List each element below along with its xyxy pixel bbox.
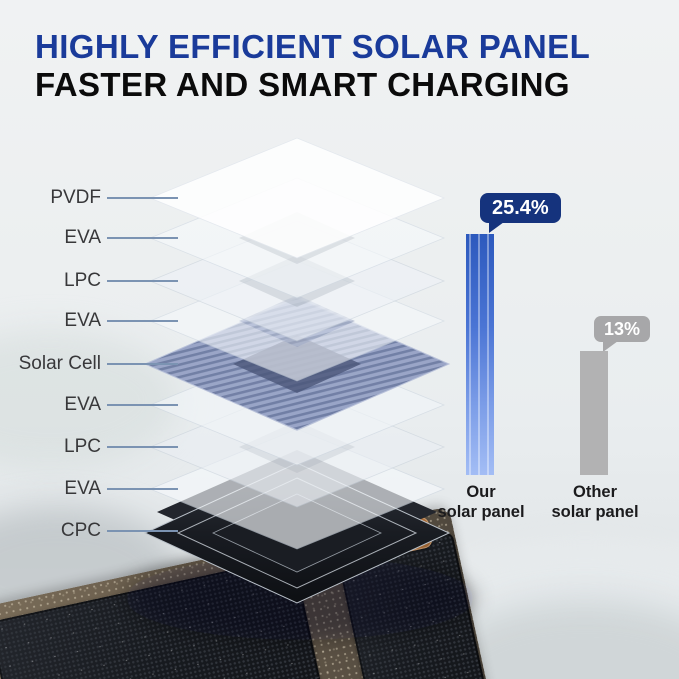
layer-label-solar-cell: Solar Cell xyxy=(18,353,101,374)
bubble-tail xyxy=(603,341,618,352)
layer-label-eva-3: EVA xyxy=(64,394,101,415)
layer-label-eva-1: EVA xyxy=(64,227,101,248)
layer-label-lpc-2: LPC xyxy=(64,436,101,457)
our-efficiency-bubble: 25.4% xyxy=(480,193,561,233)
caption-line: solar panel xyxy=(437,503,525,521)
other-efficiency-bar xyxy=(580,351,608,475)
other-efficiency-bubble: 13% xyxy=(594,316,651,352)
caption-line: Other xyxy=(572,483,617,501)
pointer-line xyxy=(107,488,178,490)
pointer-line xyxy=(107,197,178,199)
caption-line: Our xyxy=(466,483,496,501)
our-efficiency-value: 25.4% xyxy=(492,197,549,219)
headline-block: HIGHLY EFFICIENT SOLAR PANEL FASTER AND … xyxy=(35,28,590,104)
layer-label-eva-4: EVA xyxy=(64,478,101,499)
pointer-line xyxy=(107,446,178,448)
our-efficiency-bar xyxy=(466,234,494,475)
pointer-line xyxy=(107,363,178,365)
other-bar-caption: Other solar panel xyxy=(537,482,653,522)
caption-line: solar panel xyxy=(551,503,639,521)
pointer-line xyxy=(107,280,178,282)
layer-label-lpc-1: LPC xyxy=(64,270,101,291)
page-subtitle: FASTER AND SMART CHARGING xyxy=(35,66,570,103)
pointer-line xyxy=(107,237,178,239)
layer-label-pvdf: PVDF xyxy=(50,187,101,208)
page-title: HIGHLY EFFICIENT SOLAR PANEL xyxy=(35,28,591,65)
pointer-line xyxy=(107,320,178,322)
our-bar-caption: Our solar panel xyxy=(423,482,539,522)
pointer-line xyxy=(107,404,178,406)
layer-label-eva-2: EVA xyxy=(64,310,101,331)
other-efficiency-value: 13% xyxy=(604,319,641,339)
bubble-tail xyxy=(489,222,504,233)
